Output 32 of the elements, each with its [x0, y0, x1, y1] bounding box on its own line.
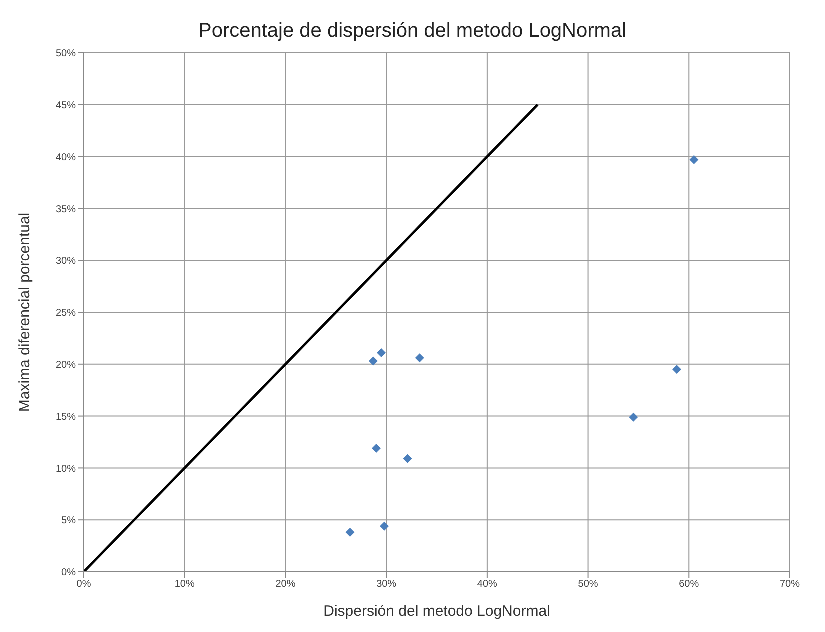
point — [380, 522, 390, 531]
x-tick-label: 30% — [376, 579, 397, 590]
x-tick-label: 10% — [174, 579, 195, 590]
point — [629, 412, 638, 422]
y-tick-label: 45% — [56, 100, 76, 112]
y-tick-label: 5% — [62, 516, 76, 527]
chart-title: Porcentaje de dispersión del metodo LogNormal — [197, 20, 628, 43]
point — [415, 354, 424, 363]
x-tick-label: 20% — [276, 579, 296, 590]
y-tick-label: 35% — [56, 204, 76, 216]
point — [346, 528, 355, 538]
point — [377, 348, 386, 358]
point — [672, 365, 682, 374]
point — [690, 155, 699, 164]
y-tick-label: 0% — [62, 568, 76, 579]
y-tick-label: 20% — [56, 360, 76, 371]
x-tick-label: 70% — [780, 579, 800, 590]
y-tick-label: 25% — [56, 308, 76, 320]
y-tick-label: 40% — [56, 152, 76, 164]
x-tick-label: 50% — [578, 579, 598, 590]
y-axis-title: Maxima diferencial porcentual — [16, 212, 34, 412]
y-tick-label: 10% — [56, 464, 76, 475]
x-axis-title: Dispersión del metodo LogNormal — [324, 603, 550, 620]
x-tick-label: 0% — [76, 579, 92, 590]
x-tick-label: 40% — [477, 579, 498, 590]
x-tick-label: 60% — [679, 579, 700, 590]
y-tick-label: 50% — [56, 48, 76, 60]
y-tick-label: 15% — [56, 412, 76, 423]
point — [368, 356, 378, 366]
point — [403, 454, 412, 464]
y-tick-label: 30% — [56, 256, 76, 268]
point — [372, 444, 381, 453]
